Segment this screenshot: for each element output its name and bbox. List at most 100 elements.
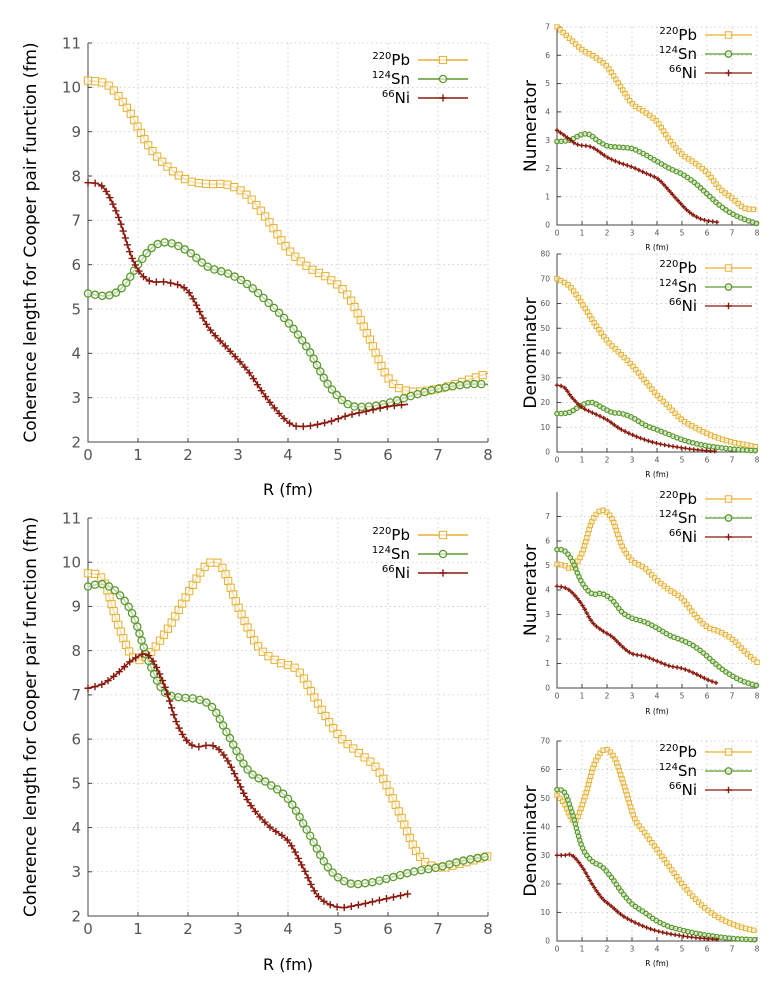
data-point (288, 800, 297, 809)
data-point (283, 660, 293, 670)
data-point (195, 743, 203, 751)
data-point (106, 194, 114, 202)
x-tick-label: 0 (83, 920, 93, 938)
data-point (375, 896, 384, 904)
data-point (661, 182, 667, 187)
data-point (658, 441, 663, 447)
data-point (273, 785, 282, 794)
data-point (424, 864, 433, 874)
chart-num-top: 0 1 2 3 4 5 6 7 8 0 1 2 3 4 5 6 7 R (fm) Numerator 220Pb124… (521, 23, 760, 252)
data-point (554, 584, 560, 589)
legend-label-mass-number: 124 (659, 509, 678, 520)
chart-den-bottom: 0 1 2 3 4 5 6 7 8 0 10 20 30 40 50 60 70 R (fm) Denominato… (521, 737, 760, 968)
data-point (227, 763, 235, 771)
series-line (556, 129, 718, 223)
data-point (594, 888, 599, 894)
data-point (415, 852, 425, 861)
data-point (259, 293, 268, 303)
legend-label-element: Pb (678, 490, 697, 508)
data-point (593, 511, 599, 518)
data-point (652, 174, 657, 180)
data-point (266, 398, 274, 406)
legend-label-mass-number: 66 (669, 528, 682, 539)
data-point (621, 354, 627, 361)
data-point (583, 870, 588, 876)
data-point (201, 179, 211, 188)
legend-label-element: Pb (678, 259, 697, 277)
data-point (615, 349, 621, 355)
y-tick-label: 3 (545, 136, 550, 145)
data-point (348, 410, 356, 418)
data-point (274, 308, 284, 318)
legend-entry: 220Pb (659, 743, 752, 761)
data-point (283, 794, 293, 804)
chart-num-bottom: 0 1 2 3 4 5 6 7 8 0 1 2 3 4 5 6 7 R (fm) Numerator 220Pb124… (521, 490, 760, 716)
data-point (97, 579, 107, 589)
data-point (230, 770, 239, 778)
legend-label-mass-number: 220 (659, 490, 678, 501)
data-point (242, 279, 252, 289)
data-point (236, 186, 245, 195)
y-tick-label: 9 (71, 598, 81, 616)
y-tick-label: 4 (545, 586, 550, 595)
data-point (697, 935, 703, 941)
x-tick-label: 5 (680, 229, 685, 238)
data-point (253, 381, 262, 389)
data-point (104, 81, 113, 90)
series-66Ni (554, 584, 719, 685)
data-point (600, 60, 606, 66)
data-point (291, 848, 299, 856)
data-point (554, 24, 560, 30)
data-point (735, 642, 742, 648)
data-point (188, 694, 197, 703)
data-point (163, 690, 172, 698)
data-point (278, 789, 288, 798)
data-point (612, 906, 617, 911)
data-point (382, 874, 391, 884)
data-point (566, 587, 572, 593)
data-point (744, 651, 751, 657)
data-point (312, 360, 322, 370)
data-point (587, 878, 593, 883)
data-point (586, 614, 591, 619)
legend-marker (724, 514, 733, 522)
data-point (602, 153, 607, 158)
data-point (153, 239, 162, 249)
legend-entry: 124Sn (372, 70, 468, 88)
data-point (651, 657, 656, 662)
data-point (651, 575, 658, 581)
data-point (296, 257, 305, 266)
data-point (102, 187, 110, 196)
data-point (147, 243, 156, 253)
data-point (558, 383, 564, 389)
data-point (209, 180, 218, 189)
y-tick-label: 0 (545, 684, 550, 693)
data-point (215, 714, 225, 724)
data-point (196, 568, 205, 577)
data-point (588, 618, 594, 623)
data-point (383, 403, 391, 411)
x-tick-label: 6 (705, 692, 710, 701)
data-point (604, 509, 610, 515)
data-point (327, 417, 336, 425)
data-point (554, 128, 560, 133)
data-point (135, 267, 143, 275)
legend-label-mass-number: 124 (372, 70, 391, 81)
data-point (614, 638, 619, 644)
data-point (279, 313, 289, 323)
data-point (233, 776, 242, 784)
legend-label-element: Sn (678, 762, 697, 780)
data-point (159, 278, 168, 286)
data-point (673, 145, 679, 151)
data-point (299, 422, 307, 431)
data-point (264, 298, 273, 308)
data-point (597, 626, 603, 632)
x-tick-label: 0 (555, 692, 560, 701)
data-point (261, 818, 269, 826)
y-tick-label: 0 (545, 937, 550, 946)
data-point (252, 200, 261, 210)
data-point (360, 753, 369, 762)
data-point (601, 415, 606, 421)
data-point (697, 617, 703, 624)
y-tick-label: 8 (71, 642, 81, 660)
